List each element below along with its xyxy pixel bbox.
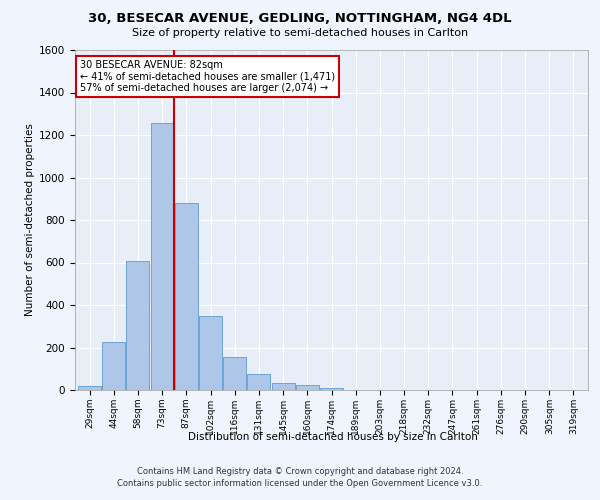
Text: 30, BESECAR AVENUE, GEDLING, NOTTINGHAM, NG4 4DL: 30, BESECAR AVENUE, GEDLING, NOTTINGHAM,… xyxy=(88,12,512,26)
Text: Distribution of semi-detached houses by size in Carlton: Distribution of semi-detached houses by … xyxy=(188,432,478,442)
Bar xyxy=(127,262,149,390)
Text: Contains HM Land Registry data © Crown copyright and database right 2024.: Contains HM Land Registry data © Crown c… xyxy=(137,467,463,476)
Text: 30 BESECAR AVENUE: 82sqm
← 41% of semi-detached houses are smaller (1,471)
57% o: 30 BESECAR AVENUE: 82sqm ← 41% of semi-d… xyxy=(80,60,335,94)
Text: Size of property relative to semi-detached houses in Carlton: Size of property relative to semi-detach… xyxy=(132,28,468,38)
Bar xyxy=(223,357,246,390)
Bar xyxy=(320,388,343,390)
Bar xyxy=(199,316,222,390)
Text: Contains public sector information licensed under the Open Government Licence v3: Contains public sector information licen… xyxy=(118,478,482,488)
Bar xyxy=(151,124,173,390)
Y-axis label: Number of semi-detached properties: Number of semi-detached properties xyxy=(25,124,35,316)
Bar xyxy=(296,384,319,390)
Bar xyxy=(102,342,125,390)
Bar xyxy=(78,386,101,390)
Bar xyxy=(247,374,271,390)
Bar xyxy=(272,382,295,390)
Bar xyxy=(175,203,198,390)
